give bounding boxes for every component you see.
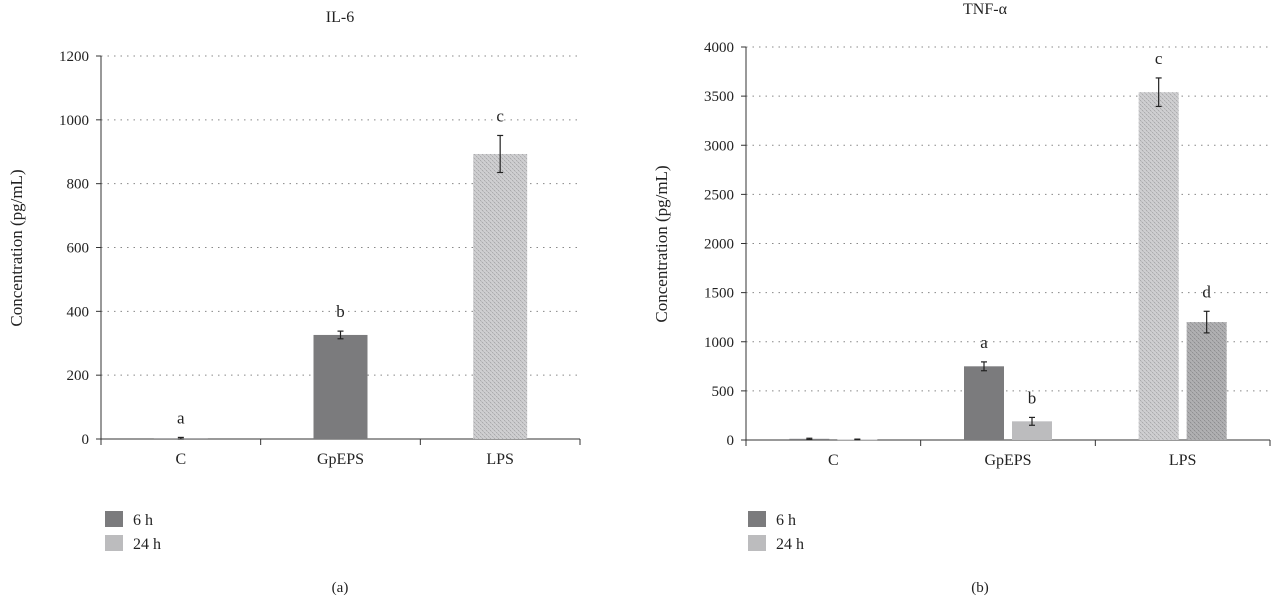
chart-b-legend: 6 h 24 h [748, 511, 804, 553]
chart-b-bar-lps-24h [1186, 322, 1227, 440]
chart-a-xtick-label: C [175, 451, 186, 468]
chart-a-title: IL-6 [326, 9, 354, 26]
chart-a-plot: 0 200 400 600 800 1000 1200 C GpEPS LPS a b c [59, 49, 581, 468]
chart-b-xtick-label: LPS [1169, 452, 1197, 469]
chart-b-ylabel: Concentration (pg/mL) [652, 165, 671, 322]
chart-a-ytick-label: 0 [82, 432, 90, 448]
chart-b-xtick-label: GpEPS [984, 452, 1031, 469]
chart-b-ytick-label: 2000 [704, 237, 734, 253]
chart-a-ytick-label: 800 [67, 177, 90, 193]
chart-a-legend-swatch [105, 535, 123, 551]
chart-a-ytick-label: 600 [67, 241, 90, 257]
chart-b-significance-letter: d [1202, 282, 1211, 301]
chart-a-ytick-label: 400 [67, 304, 90, 320]
chart-a-ytick-label: 1200 [59, 49, 89, 65]
chart-b-legend-swatch [748, 535, 766, 551]
chart-b-significance-letter: c [1155, 49, 1163, 68]
chart-a-legend: 6 h 24 h [105, 511, 161, 553]
chart-a-xtick-label: LPS [486, 451, 514, 468]
chart-a-ytick-label: 1000 [59, 113, 89, 129]
chart-a-significance-letter: c [496, 106, 504, 125]
chart-a-significance-letter: a [177, 408, 185, 427]
chart-b-bar-gpeps-6h [964, 366, 1004, 440]
chart-b-legend-label: 24 h [776, 536, 804, 553]
chart-b-xtick-label: C [828, 452, 839, 469]
chart-b-ytick-label: 1500 [704, 286, 734, 302]
chart-b-legend-label: 6 h [776, 512, 796, 529]
chart-b-ytick-label: 4000 [704, 40, 734, 56]
chart-b-ytick-label: 3000 [704, 138, 734, 154]
chart-a-bar-gpeps-6h [313, 334, 368, 439]
chart-b-bar-lps-6h [1138, 92, 1179, 440]
chart-b-ytick-label: 2500 [704, 187, 734, 203]
chart-b-panel-label: (b) [971, 580, 989, 596]
chart-a-ylabel: Concentration (pg/mL) [7, 169, 26, 326]
chart-a-significance-letter: b [336, 302, 345, 321]
chart-b-title: TNF-α [963, 1, 1008, 18]
chart-b-ytick-label: 0 [727, 433, 735, 449]
chart-b-ytick-label: 1000 [704, 335, 734, 351]
chart-b-significance-letter: a [980, 333, 988, 352]
chart-b-plot: 0 500 1000 1500 2000 2500 3000 3500 4000 C GpEPS LP… [704, 40, 1271, 469]
chart-a-legend-swatch [105, 511, 123, 527]
chart-b-ytick-label: 500 [712, 384, 735, 400]
chart-b-legend-swatch [748, 511, 766, 527]
chart-a-ytick-label: 200 [67, 368, 90, 384]
chart-b-significance-letter: b [1028, 388, 1037, 407]
chart-b-bar-gpeps-24h [1012, 421, 1052, 440]
chart-a-xtick-label: GpEPS [317, 451, 364, 468]
chart-a-bar-lps-6h [473, 153, 528, 439]
chart-a-panel-label: (a) [332, 580, 349, 596]
chart-a-legend-label: 6 h [133, 512, 153, 529]
chart-a-legend-label: 24 h [133, 536, 161, 553]
chart-b-ytick-label: 3500 [704, 89, 734, 105]
